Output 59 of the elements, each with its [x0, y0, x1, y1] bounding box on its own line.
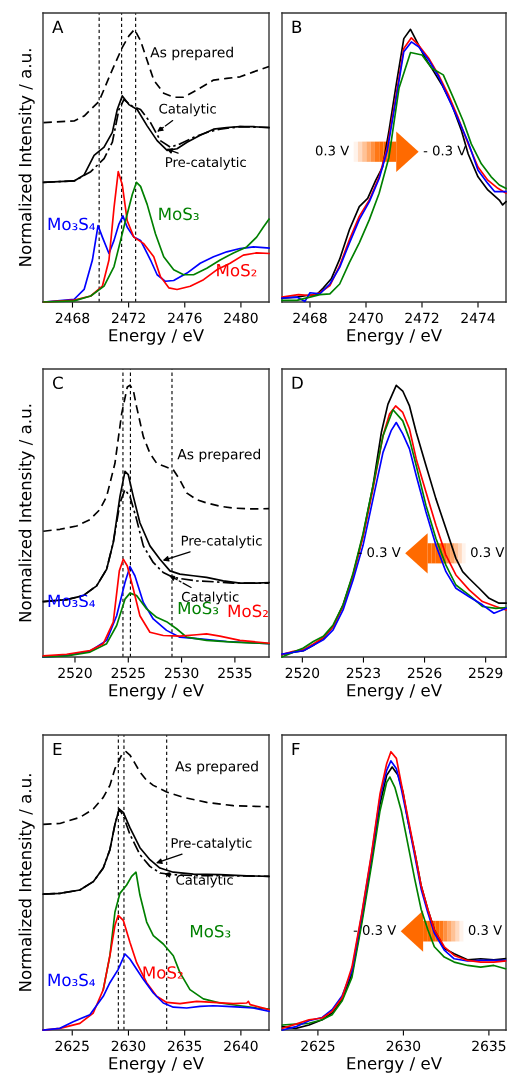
series-label: As prepared: [177, 448, 261, 463]
x-tick-label: 2520: [58, 667, 92, 679]
annotation: - 0.3 V: [423, 145, 467, 156]
x-tick-label: 2630: [111, 1040, 146, 1052]
x-tick-label: 2529: [468, 667, 503, 679]
series-label: Pre-catalytic: [181, 535, 262, 549]
annotation: - 0.3 V: [358, 547, 401, 558]
x-tick-label: 2630: [386, 1040, 421, 1052]
chart-title: E: [53, 742, 62, 756]
series-label: Catalytic: [159, 103, 216, 117]
series-label: Mo₃S₄: [48, 594, 95, 608]
series-label: Mo₃S₄: [48, 973, 95, 987]
chart-title: B: [292, 20, 302, 33]
x-tick-label: 2470: [349, 312, 383, 324]
legend-label: Pre-catalytic: [166, 156, 246, 170]
x-axis-title: Energy / eV: [347, 329, 442, 345]
x-tick-label: 2468: [293, 312, 327, 324]
annotation: 0.3 V: [315, 145, 350, 156]
x-tick-label: 2472: [405, 312, 439, 323]
x-tick-label: 2525: [111, 667, 145, 679]
series-label: As prepared: [175, 760, 258, 775]
series-label: Pre-catalytic: [171, 837, 252, 851]
x-tick-label: 2640: [224, 1040, 258, 1052]
x-axis-title: Energy / eV: [109, 684, 204, 700]
annotation: - 0.3 V: [353, 925, 397, 935]
annotation: 0.3 V: [468, 925, 503, 935]
y-axis-title: Normalized Intensity / a.u.: [18, 49, 35, 266]
annotation: 0.3 V: [471, 547, 505, 558]
x-tick-label: 2480: [224, 312, 258, 324]
x-tick-label: 2474: [461, 312, 495, 323]
x-tick-label: 2535: [218, 667, 252, 679]
x-tick-label: 2530: [164, 667, 199, 679]
series-label: Mo₃S₄: [48, 217, 95, 231]
chart-title: C: [52, 376, 63, 390]
chart-title: F: [292, 742, 300, 756]
series-label: MoS₃: [190, 924, 231, 938]
series-label: MoS₃: [159, 207, 199, 221]
x-tick-label: 2520: [285, 667, 320, 679]
x-tick-label: 2468: [55, 312, 90, 324]
x-axis-title: Energy / eV: [109, 1057, 204, 1073]
x-tick-label: 2523: [346, 667, 381, 679]
x-tick-label: 2625: [301, 1040, 335, 1052]
legend-label: Catalytic: [176, 874, 233, 888]
y-axis-title: Normalized Intensity / a.u.: [18, 404, 35, 622]
x-tick-label: 2625: [55, 1040, 89, 1052]
x-axis-title: Energy / eV: [347, 684, 442, 700]
x-tick-label: 2635: [168, 1040, 202, 1052]
x-tick-label: 2472: [111, 312, 145, 323]
series-label: As prepared: [150, 46, 233, 61]
x-axis-title: Energy / eV: [109, 329, 204, 345]
series-label: MoS₂: [217, 263, 257, 277]
x-tick-label: 2476: [168, 312, 202, 324]
chart-title: D: [292, 376, 303, 389]
x-tick-label: 2635: [472, 1040, 506, 1052]
chart-title: A: [52, 20, 64, 33]
y-axis-title: Normalized Intensity / a.u.: [18, 774, 35, 991]
x-tick-label: 2526: [407, 667, 442, 679]
series-label: MoS₂: [228, 604, 268, 618]
x-axis-title: Energy / eV: [347, 1057, 442, 1073]
